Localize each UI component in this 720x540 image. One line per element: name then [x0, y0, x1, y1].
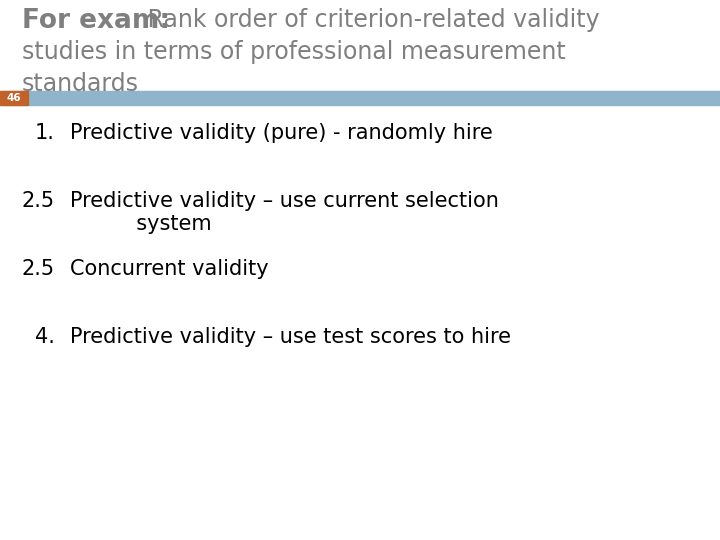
- Text: Predictive validity – use test scores to hire: Predictive validity – use test scores to…: [70, 327, 511, 347]
- Text: Predictive validity – use current selection
          system: Predictive validity – use current select…: [70, 191, 499, 234]
- Bar: [0, 91, 28, 105]
- Text: 46: 46: [6, 93, 22, 103]
- Text: 2.5: 2.5: [22, 259, 55, 279]
- Text: Concurrent validity: Concurrent validity: [70, 259, 269, 279]
- Text: 1.: 1.: [35, 123, 55, 143]
- Text: studies in terms of professional measurement: studies in terms of professional measure…: [22, 40, 566, 64]
- Bar: [0, 91, 720, 105]
- Text: standards: standards: [22, 72, 139, 96]
- Text: Predictive validity (pure) - randomly hire: Predictive validity (pure) - randomly hi…: [70, 123, 492, 143]
- Text: Rank order of criterion-related validity: Rank order of criterion-related validity: [140, 8, 600, 32]
- Text: For exam:: For exam:: [22, 8, 170, 34]
- Text: 4.: 4.: [35, 327, 55, 347]
- Text: 2.5: 2.5: [22, 191, 55, 211]
